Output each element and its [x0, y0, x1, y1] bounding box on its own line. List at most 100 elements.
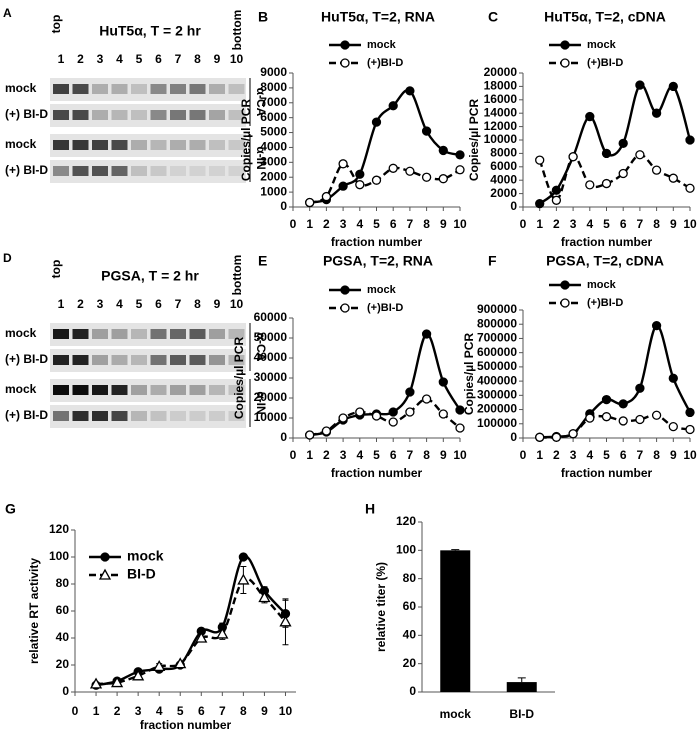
marker: [421, 329, 432, 339]
blot-band: [209, 140, 225, 150]
blot-strip: [50, 160, 246, 183]
blot-band: [170, 355, 186, 365]
blot-band: [150, 84, 167, 94]
marker: [388, 101, 398, 111]
marker: [388, 417, 398, 427]
marker: [535, 155, 545, 165]
y-tick-label: 2000: [490, 186, 517, 200]
blot-band: [72, 110, 89, 120]
marker: [216, 627, 229, 639]
marker: [560, 280, 570, 290]
blot-band: [209, 84, 225, 94]
marker: [560, 298, 570, 308]
x-tick-label: 8: [423, 448, 430, 462]
panel-letter: D: [3, 251, 12, 265]
row-label: mock: [5, 382, 37, 396]
blot-band: [150, 110, 167, 120]
x-tick-label: 4: [156, 704, 163, 718]
x-tick-label: 7: [637, 217, 644, 231]
marker: [371, 175, 382, 185]
y-tick-label: 200000: [477, 402, 517, 416]
y-tick-label: 0: [409, 684, 416, 698]
legend-label: (+)BI-D: [587, 297, 623, 309]
x-tick-label: 2: [553, 217, 560, 231]
x-tick-label: 3: [570, 217, 577, 231]
marker: [100, 552, 110, 562]
marker: [685, 135, 695, 145]
blot-band: [228, 110, 245, 120]
x-tick-label: 5: [373, 217, 380, 231]
legend-label: (+)BI-D: [587, 57, 623, 69]
blot-band: [170, 166, 186, 176]
marker: [601, 412, 612, 422]
chart-title: HuT5α, T=2, RNA: [321, 9, 435, 25]
blot-band: [131, 166, 147, 176]
blot-band: [189, 411, 206, 421]
y-tick-label: 400000: [477, 373, 517, 387]
blot-band: [189, 355, 206, 365]
x-tick-label: 6: [390, 448, 397, 462]
y-tick-label: 100000: [477, 416, 517, 430]
marker: [585, 180, 595, 190]
blot-band: [209, 385, 225, 395]
error-bar: [451, 549, 460, 551]
blot-band: [209, 110, 225, 120]
chart-title: PGSA, T=2, cDNA: [546, 253, 664, 269]
blot-band: [150, 329, 167, 339]
y-tick-label: 900000: [477, 302, 517, 316]
blot-band: [150, 166, 167, 176]
lane-number: 4: [116, 297, 123, 311]
row-label: (+) BI-D: [5, 163, 48, 177]
lane-number: 1: [58, 297, 65, 311]
y-tick-label: 10000: [484, 132, 518, 146]
lane-number: 7: [175, 297, 182, 311]
x-tick-label: 7: [407, 448, 414, 462]
blot-strip: [50, 134, 246, 157]
panel-letter: A: [3, 6, 12, 20]
blot-band: [72, 140, 89, 150]
y-axis-label: relative titer (%): [374, 562, 388, 652]
y-tick-label: 40000: [254, 350, 288, 364]
y-tick-label: 14000: [484, 105, 518, 119]
marker: [651, 108, 662, 118]
marker: [668, 81, 678, 92]
y-tick-label: 16000: [484, 92, 518, 106]
blot-band: [111, 140, 128, 150]
y-tick-label: 4000: [490, 172, 517, 186]
marker: [438, 377, 448, 387]
row-label: (+) BI-D: [5, 408, 48, 422]
x-tick-label: 10: [683, 448, 697, 462]
lane-number: 9: [214, 52, 221, 66]
legend-label: mock: [587, 279, 617, 291]
legend-label: mock: [127, 548, 164, 564]
y-tick-label: 60000: [254, 310, 288, 324]
y-tick-label: 9000: [260, 65, 287, 79]
row-label: (+) BI-D: [5, 107, 48, 121]
x-tick-label: mock: [440, 707, 472, 721]
blot-band: [170, 329, 186, 339]
x-axis-label: fraction number: [331, 235, 423, 249]
marker: [340, 285, 350, 295]
series-line: [309, 88, 461, 204]
x-tick-label: 9: [670, 448, 677, 462]
x-tick-label: 9: [440, 448, 447, 462]
blot-band: [228, 355, 245, 365]
x-tick-label: 3: [340, 448, 347, 462]
marker: [568, 429, 578, 439]
lane-number: 6: [155, 52, 162, 66]
lane-number: 6: [155, 297, 162, 311]
y-tick-label: 0: [510, 430, 517, 444]
marker: [153, 660, 166, 671]
y-tick-label: 700000: [477, 331, 517, 345]
x-tick-label: 0: [520, 217, 527, 231]
antibody-label: α-CA: [254, 88, 268, 117]
marker: [338, 159, 348, 169]
x-tick-label: 5: [603, 217, 610, 231]
y-tick-label: 60: [56, 603, 70, 617]
legend-label: mock: [367, 284, 397, 296]
x-tick-label: 5: [603, 448, 610, 462]
y-tick-label: 0: [510, 199, 517, 213]
marker: [371, 117, 382, 127]
marker: [455, 150, 465, 160]
